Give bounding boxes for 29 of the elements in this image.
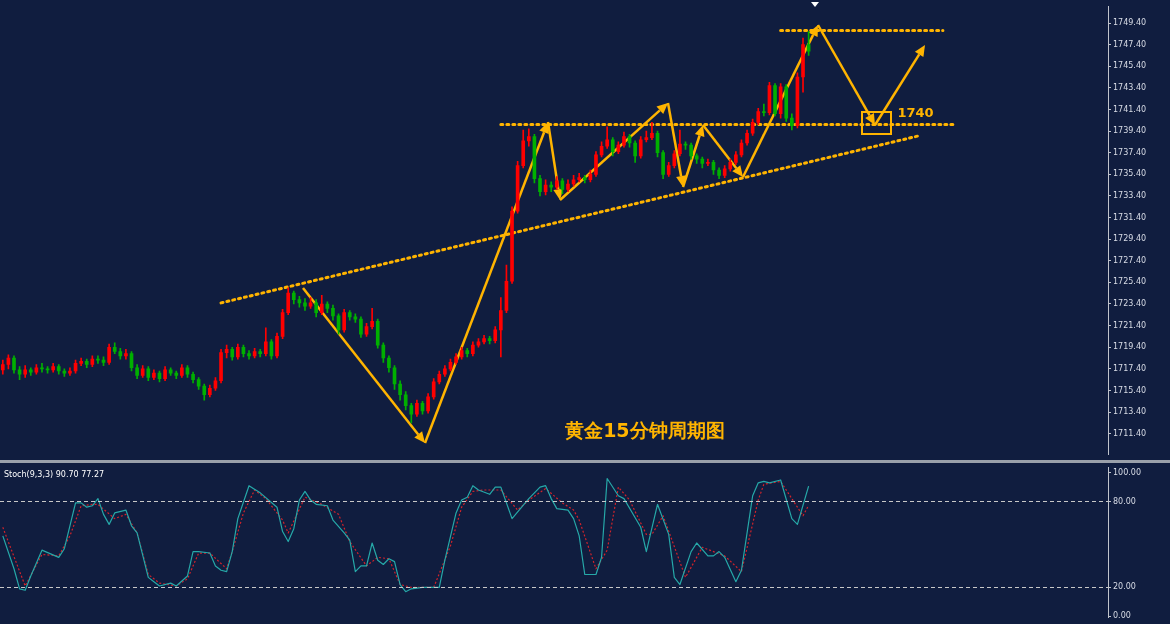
y-tick-label: 1731.40 (1113, 212, 1147, 222)
annotation: 1740 (897, 105, 934, 121)
y-tick-label: 1717.40 (1113, 363, 1147, 373)
y-tick-label: 1721.40 (1113, 320, 1147, 330)
y-tick-label: 80.00 (1113, 496, 1136, 506)
y-tick-label: 1715.40 (1113, 385, 1147, 395)
y-tick-label: 1723.40 (1113, 299, 1147, 309)
y-tick-label: 1739.40 (1113, 126, 1147, 136)
y-tick-label: 1727.40 (1113, 255, 1147, 265)
y-tick-label: 1729.40 (1113, 234, 1147, 244)
y-tick-label: 1711.40 (1113, 428, 1147, 438)
y-tick-label: 1745.40 (1113, 61, 1147, 71)
y-tick-label: 1737.40 (1113, 147, 1147, 157)
annotation: 黄金15分钟周期图 (564, 419, 725, 442)
y-tick-label: 1741.40 (1113, 104, 1147, 114)
candlestick (762, 103, 766, 117)
y-tick-label: 1725.40 (1113, 277, 1147, 287)
candlestick (40, 363, 44, 373)
y-tick-label: 100.00 (1113, 467, 1141, 477)
y-tick-label: 1733.40 (1113, 191, 1147, 200)
y-tick-label: 1747.40 (1113, 39, 1147, 49)
y-tick-label: 1735.40 (1113, 169, 1147, 179)
y-tick-label: 1713.40 (1113, 407, 1147, 417)
y-tick-label: 1749.40 (1113, 18, 1147, 28)
chart-title: Stoch(9,3,3) 90.70 77.27 (4, 469, 105, 479)
y-tick-label: 20.00 (1113, 582, 1136, 592)
y-tick-label: 0.00 (1113, 611, 1131, 621)
y-tick-label: 1719.40 (1113, 342, 1147, 352)
y-tick-label: 1743.40 (1113, 82, 1147, 92)
